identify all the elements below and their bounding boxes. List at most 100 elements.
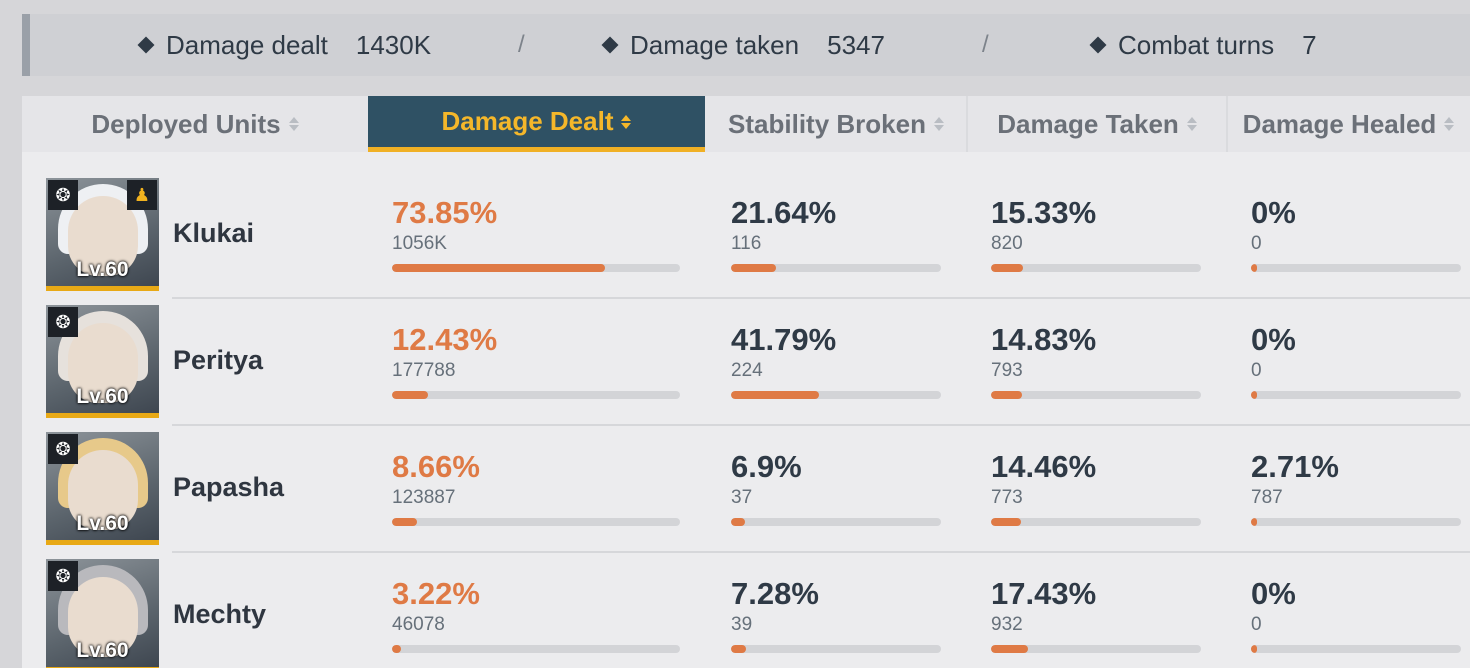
stat-percentage: 21.64% <box>731 195 837 230</box>
stat-progress-fill <box>731 391 819 399</box>
stat-raw-value: 773 <box>991 487 1023 508</box>
unit-portrait[interactable]: ❂ Lv.60 <box>46 305 159 418</box>
stat-progress-fill <box>731 264 777 272</box>
column-header-label: Damage Dealt <box>441 106 614 136</box>
cell-stability-broken: 6.9% 37 <box>731 450 802 510</box>
stat-raw-value: 793 <box>991 360 1023 381</box>
stat-progress-fill <box>991 645 1028 653</box>
portrait-face <box>68 450 138 530</box>
cell-damage-taken: 17.43% 932 <box>991 577 1096 637</box>
stat-raw-value: 0 <box>1251 614 1262 635</box>
stat-percentage: 15.33% <box>991 195 1097 230</box>
column-header-damage-taken[interactable]: Damage Taken <box>967 96 1227 152</box>
stat-progress-fill <box>1251 264 1257 272</box>
unit-level: Lv.60 <box>76 258 129 281</box>
portrait-face <box>68 196 138 276</box>
stat-progress-bar <box>731 645 941 653</box>
stat-progress-fill <box>731 518 746 526</box>
column-header-damage-healed[interactable]: Damage Healed <box>1227 96 1470 152</box>
claw-class-icon: ❂ <box>48 434 78 464</box>
stat-raw-value: 123887 <box>392 487 456 508</box>
team-icon: ♟ <box>127 180 157 210</box>
stat-progress-bar <box>731 518 941 526</box>
table-row[interactable]: ❂ ♟ Lv.60 Klukai 73.85% 1056K 21.64% 116 1… <box>22 178 1470 305</box>
stat-progress-bar <box>731 264 941 272</box>
stat-raw-value: 1056K <box>392 233 447 254</box>
table-row[interactable]: ❂ Lv.60 Papasha 8.66% 123887 6.9% 37 14.4… <box>22 432 1470 559</box>
stat-progress-fill <box>1251 518 1257 526</box>
sort-icon <box>1186 117 1197 131</box>
stat-raw-value: 224 <box>731 360 763 381</box>
column-header-label: Damage Taken <box>997 108 1179 139</box>
sort-icon <box>933 117 944 131</box>
combat-turns-stat: Combat turns 7 <box>1089 29 1317 61</box>
stat-progress-bar <box>991 264 1201 272</box>
cell-damage-taken: 14.46% 773 <box>991 450 1096 510</box>
unit-portrait[interactable]: ❂ Lv.60 <box>46 559 159 668</box>
stat-raw-value: 787 <box>1251 487 1283 508</box>
stat-percentage: 41.79% <box>731 322 837 357</box>
cell-damage-healed: 0% 0 <box>1251 323 1296 383</box>
stat-progress-fill <box>1251 645 1257 653</box>
stat-progress-bar <box>1251 645 1461 653</box>
unit-portrait[interactable]: ❂ ♟ Lv.60 <box>46 178 159 291</box>
stat-progress-fill <box>991 264 1024 272</box>
row-divider <box>172 297 1470 299</box>
table-row[interactable]: ❂ Lv.60 Mechty 3.22% 46078 7.28% 39 17.43… <box>22 559 1470 668</box>
combat-summary-bar: Damage dealt 1430K / Damage taken 5347 /… <box>22 14 1470 76</box>
column-header-deployed-units[interactable]: Deployed Units <box>22 96 368 152</box>
stat-percentage: 73.85% <box>392 195 498 230</box>
stat-percentage: 3.22% <box>392 576 480 611</box>
column-header-damage-dealt[interactable]: Damage Dealt <box>368 96 705 152</box>
stat-progress-fill <box>731 645 747 653</box>
stat-progress-bar <box>392 518 680 526</box>
row-divider <box>172 551 1470 553</box>
stat-progress-bar <box>392 264 680 272</box>
stat-progress-bar <box>991 391 1201 399</box>
stat-progress-bar <box>1251 391 1461 399</box>
portrait-face <box>68 323 138 403</box>
stat-progress-bar <box>1251 518 1461 526</box>
combat-turns-label: Combat turns <box>1118 29 1275 60</box>
cell-damage-dealt: 12.43% 177788 <box>392 323 497 383</box>
stat-progress-fill <box>1251 391 1257 399</box>
cell-stability-broken: 41.79% 224 <box>731 323 836 383</box>
stat-progress-bar <box>392 645 680 653</box>
cell-damage-healed: 0% 0 <box>1251 577 1296 637</box>
claw-class-icon: ❂ <box>48 307 78 337</box>
stat-progress-fill <box>392 645 402 653</box>
stat-percentage: 6.9% <box>731 449 802 484</box>
stat-percentage: 17.43% <box>991 576 1097 611</box>
unit-portrait[interactable]: ❂ Lv.60 <box>46 432 159 545</box>
stat-progress-fill <box>392 518 417 526</box>
support-class-icon: ❂ <box>48 561 78 591</box>
column-header-label: Stability Broken <box>728 108 926 139</box>
cell-damage-dealt: 73.85% 1056K <box>392 196 497 256</box>
sort-icon <box>288 117 299 131</box>
cell-stability-broken: 21.64% 116 <box>731 196 836 256</box>
stat-percentage: 0% <box>1251 322 1296 357</box>
table-row[interactable]: ❂ Lv.60 Peritya 12.43% 177788 41.79% 224 … <box>22 305 1470 432</box>
stat-progress-bar <box>991 518 1201 526</box>
portrait-face <box>68 577 138 657</box>
damage-dealt-value: 1430K <box>355 29 432 60</box>
stat-raw-value: 37 <box>731 487 753 508</box>
stat-raw-value: 0 <box>1251 360 1262 381</box>
damage-taken-label: Damage taken <box>630 29 800 60</box>
cell-damage-taken: 14.83% 793 <box>991 323 1096 383</box>
damage-taken-value: 5347 <box>827 29 885 60</box>
sort-icon <box>621 114 632 129</box>
diamond-bullet-icon <box>601 36 619 54</box>
column-header-stability-broken[interactable]: Stability Broken <box>705 96 967 152</box>
stat-progress-fill <box>991 518 1022 526</box>
stat-progress-bar <box>1251 264 1461 272</box>
claw-class-icon: ❂ <box>48 180 78 210</box>
damage-dealt-label: Damage dealt <box>166 29 328 60</box>
unit-level: Lv.60 <box>76 512 129 535</box>
stat-progress-fill <box>392 264 605 272</box>
column-header-label: Deployed Units <box>91 108 281 139</box>
column-divider <box>1226 96 1228 152</box>
stat-progress-bar <box>991 645 1201 653</box>
row-divider <box>172 424 1470 426</box>
stat-progress-bar <box>731 391 941 399</box>
